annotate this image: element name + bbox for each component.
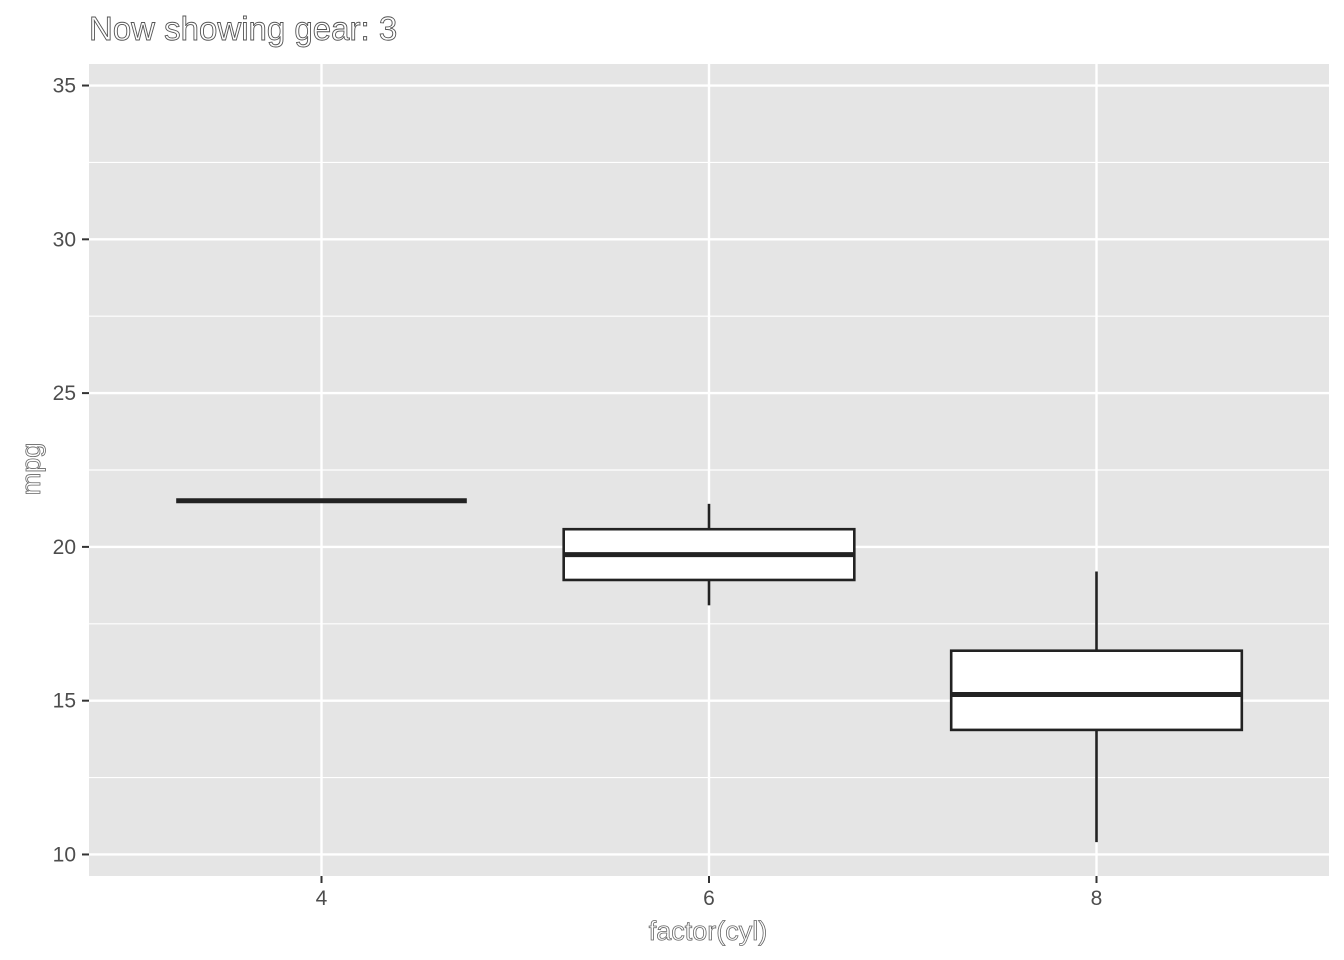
x-tick-label: 6 (703, 887, 715, 910)
x-tick-label: 4 (316, 887, 328, 910)
y-tick-label: 25 (53, 382, 76, 405)
y-axis-title: mpg (16, 443, 46, 496)
y-tick-label: 20 (53, 536, 76, 559)
box-body (949, 649, 1244, 732)
box-cyl-6 (562, 503, 856, 606)
y-tick-label: 35 (53, 75, 76, 98)
y-tick-label: 30 (53, 228, 76, 251)
y-tick-label: 10 (53, 843, 76, 866)
y-tick-label: 15 (53, 690, 76, 713)
box-cyl-8 (949, 571, 1244, 843)
chart-title: Now showing gear: 3 (89, 10, 397, 47)
x-tick-label: 8 (1091, 887, 1103, 910)
x-axis-title: factor(cyl) (649, 916, 768, 946)
